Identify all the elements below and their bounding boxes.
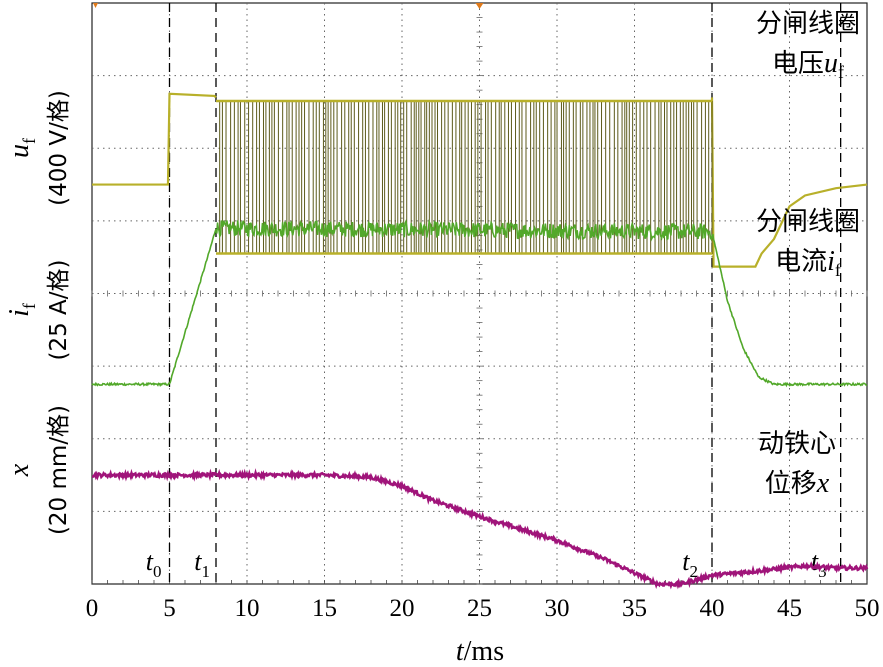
label-uf-line2: 电压uf (772, 48, 844, 82)
trigger-marker-left (93, 3, 98, 8)
x-tick-label: 20 (390, 595, 415, 622)
y-label-i: if (4, 303, 39, 317)
marker-label-t3: t3 (811, 547, 827, 581)
x-axis-label: t/ms (456, 636, 504, 667)
trace-voltage-uf (92, 92, 868, 268)
label-x-line1: 动铁心 (758, 429, 836, 459)
x-tick-labels: 0 5 10 15 20 25 30 35 40 45 50 (86, 595, 880, 622)
x-tick-label: 50 (855, 595, 880, 622)
x-tick-label: 10 (235, 595, 260, 622)
x-tick-label: 30 (545, 595, 570, 622)
trace-displacement-x (91, 468, 869, 590)
x-tick-label: 15 (312, 595, 337, 622)
x-tick-label: 45 (777, 595, 802, 622)
marker-label-t2: t2 (682, 547, 698, 581)
label-if-line1: 分闸线圈 (756, 207, 860, 237)
x-tick-label: 0 (86, 595, 99, 622)
grid (91, 3, 868, 585)
marker-label-t0: t0 (146, 547, 162, 581)
time-markers: t0 t1 t2 t3 (146, 3, 842, 584)
label-x-line2: 位移x (765, 468, 830, 499)
label-uf-line1: 分闸线圈 (756, 9, 860, 39)
y-scale-i: (25 A/格) (46, 259, 72, 360)
trace-current-if (91, 219, 868, 388)
traces (91, 3, 869, 590)
y-label-x: x (4, 463, 35, 477)
x-tick-label: 35 (622, 595, 647, 622)
y-scale-x: (20 mm/格) (46, 405, 72, 535)
x-tick-label: 40 (700, 595, 725, 622)
y-label-u: uf (4, 138, 39, 158)
x-tick-label: 5 (163, 595, 176, 622)
label-if-line2: 电流if (775, 246, 841, 280)
y-scale-u: (400 V/格) (46, 90, 72, 206)
x-tick-label: 25 (467, 595, 492, 622)
trigger-marker-center (475, 3, 484, 9)
marker-label-t1: t1 (194, 547, 210, 581)
